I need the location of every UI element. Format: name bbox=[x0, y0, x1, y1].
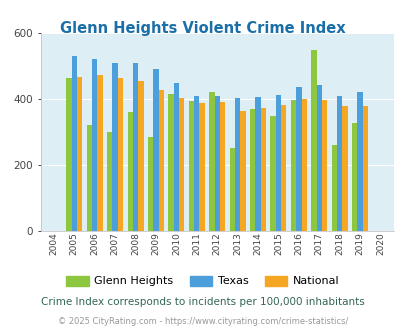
Bar bbox=[168, 94, 173, 231]
Bar bbox=[112, 63, 117, 231]
Bar bbox=[77, 77, 82, 231]
Bar bbox=[97, 75, 102, 231]
Bar bbox=[311, 50, 316, 231]
Bar bbox=[260, 108, 265, 231]
Bar bbox=[234, 98, 240, 231]
Bar bbox=[107, 132, 112, 231]
Bar bbox=[71, 56, 77, 231]
Bar bbox=[280, 105, 286, 231]
Bar bbox=[240, 111, 245, 231]
Bar bbox=[127, 112, 132, 231]
Bar bbox=[270, 116, 275, 231]
Bar bbox=[87, 125, 92, 231]
Bar bbox=[179, 98, 184, 231]
Bar bbox=[194, 96, 199, 231]
Bar bbox=[296, 87, 301, 231]
Bar bbox=[132, 63, 138, 231]
Bar bbox=[331, 145, 336, 231]
Bar bbox=[199, 103, 204, 231]
Bar bbox=[255, 97, 260, 231]
Bar bbox=[173, 82, 179, 231]
Bar bbox=[92, 59, 97, 231]
Text: Glenn Heights Violent Crime Index: Glenn Heights Violent Crime Index bbox=[60, 21, 345, 36]
Bar bbox=[229, 148, 234, 231]
Bar bbox=[209, 92, 214, 231]
Bar bbox=[321, 100, 326, 231]
Text: © 2025 CityRating.com - https://www.cityrating.com/crime-statistics/: © 2025 CityRating.com - https://www.city… bbox=[58, 317, 347, 326]
Bar bbox=[301, 99, 306, 231]
Bar bbox=[138, 81, 143, 231]
Bar bbox=[275, 95, 280, 231]
Bar bbox=[153, 69, 158, 231]
Bar bbox=[148, 137, 153, 231]
Text: Crime Index corresponds to incidents per 100,000 inhabitants: Crime Index corresponds to incidents per… bbox=[41, 297, 364, 307]
Bar bbox=[214, 96, 220, 231]
Bar bbox=[336, 96, 341, 231]
Bar bbox=[220, 102, 225, 231]
Bar bbox=[249, 109, 255, 231]
Bar bbox=[316, 85, 321, 231]
Bar bbox=[158, 90, 164, 231]
Bar bbox=[351, 123, 356, 231]
Bar bbox=[66, 78, 71, 231]
Bar bbox=[341, 106, 347, 231]
Bar bbox=[117, 78, 123, 231]
Bar bbox=[188, 101, 194, 231]
Bar bbox=[362, 106, 367, 231]
Bar bbox=[290, 100, 296, 231]
Legend: Glenn Heights, Texas, National: Glenn Heights, Texas, National bbox=[62, 271, 343, 291]
Bar bbox=[356, 92, 362, 231]
